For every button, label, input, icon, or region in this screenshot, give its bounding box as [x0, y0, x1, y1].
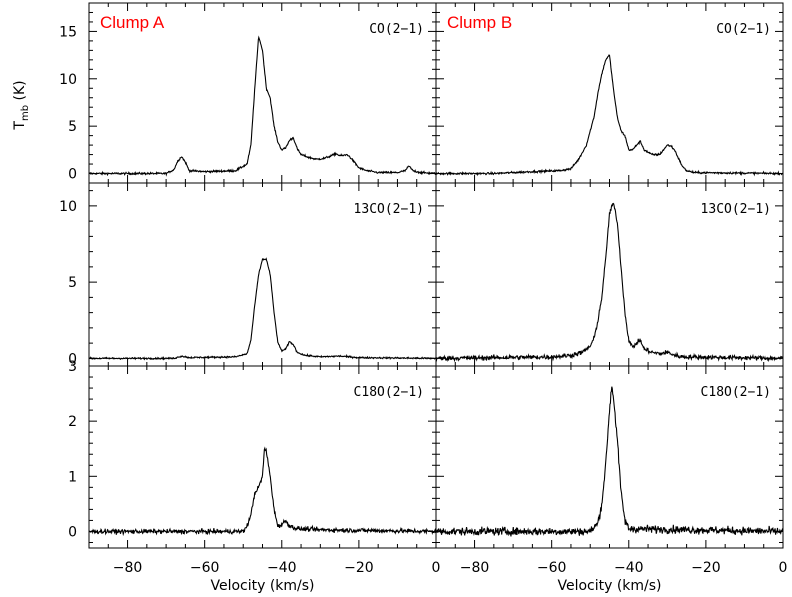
y-tick-label: 2	[68, 414, 77, 430]
x-axis-label: Velocity (km/s)	[210, 578, 314, 594]
spectrum-line	[88, 446, 437, 537]
y-tick-label: 0	[68, 524, 77, 540]
line-label: 13CO(2−1)	[354, 202, 424, 217]
spectrum-line	[88, 257, 437, 361]
labels-layer: CO(2−1) CO(2−1) 13CO(2−1) 13CO(2−1) C18O(2−1…	[12, 13, 787, 594]
clump-title: Clump B	[447, 13, 512, 32]
x-tick-label: −80	[113, 560, 143, 576]
x-axis-label: Velocity (km/s)	[557, 578, 661, 594]
y-tick-label: 15	[59, 24, 77, 40]
panel-1-2	[435, 365, 784, 549]
y-axis-label-main: T	[12, 121, 28, 131]
x-tick-label: 0	[779, 560, 788, 576]
spectrum-line	[435, 386, 784, 537]
line-label: C18O(2−1)	[354, 385, 424, 400]
y-tick-label: 1	[68, 469, 77, 485]
y-tick-label: 10	[59, 72, 77, 88]
x-tick-label: 0	[432, 560, 441, 576]
y-tick-label: 5	[68, 275, 77, 291]
spectrum-line	[435, 202, 784, 363]
y-tick-label: 0	[68, 167, 77, 183]
line-label: CO(2−1)	[369, 22, 424, 37]
x-tick-label: −20	[344, 560, 374, 576]
panel-1-0	[435, 2, 784, 184]
x-tick-label: −60	[537, 560, 567, 576]
line-label: 13CO(2−1)	[701, 202, 771, 217]
y-tick-label: 0	[68, 351, 77, 367]
y-tick-label: 3	[68, 359, 77, 375]
spectrum-line	[88, 35, 437, 177]
line-label: CO(2−1)	[716, 22, 771, 37]
y-tick-label: 10	[59, 199, 77, 215]
x-tick-label: −80	[460, 560, 490, 576]
y-axis-label-sub: mb	[20, 105, 31, 121]
panels-layer	[88, 2, 784, 549]
clump-title: Clump A	[100, 13, 165, 32]
line-label: C18O(2−1)	[701, 385, 771, 400]
spectrum-line	[435, 54, 784, 177]
x-tick-label: −60	[190, 560, 220, 576]
x-tick-label: −40	[614, 560, 644, 576]
x-tick-label: −40	[267, 560, 297, 576]
y-axis-label: Tmb (K)	[12, 80, 31, 130]
y-tick-label: 5	[68, 119, 77, 135]
y-axis-label-unit: (K)	[12, 80, 28, 105]
x-tick-label: −20	[691, 560, 721, 576]
